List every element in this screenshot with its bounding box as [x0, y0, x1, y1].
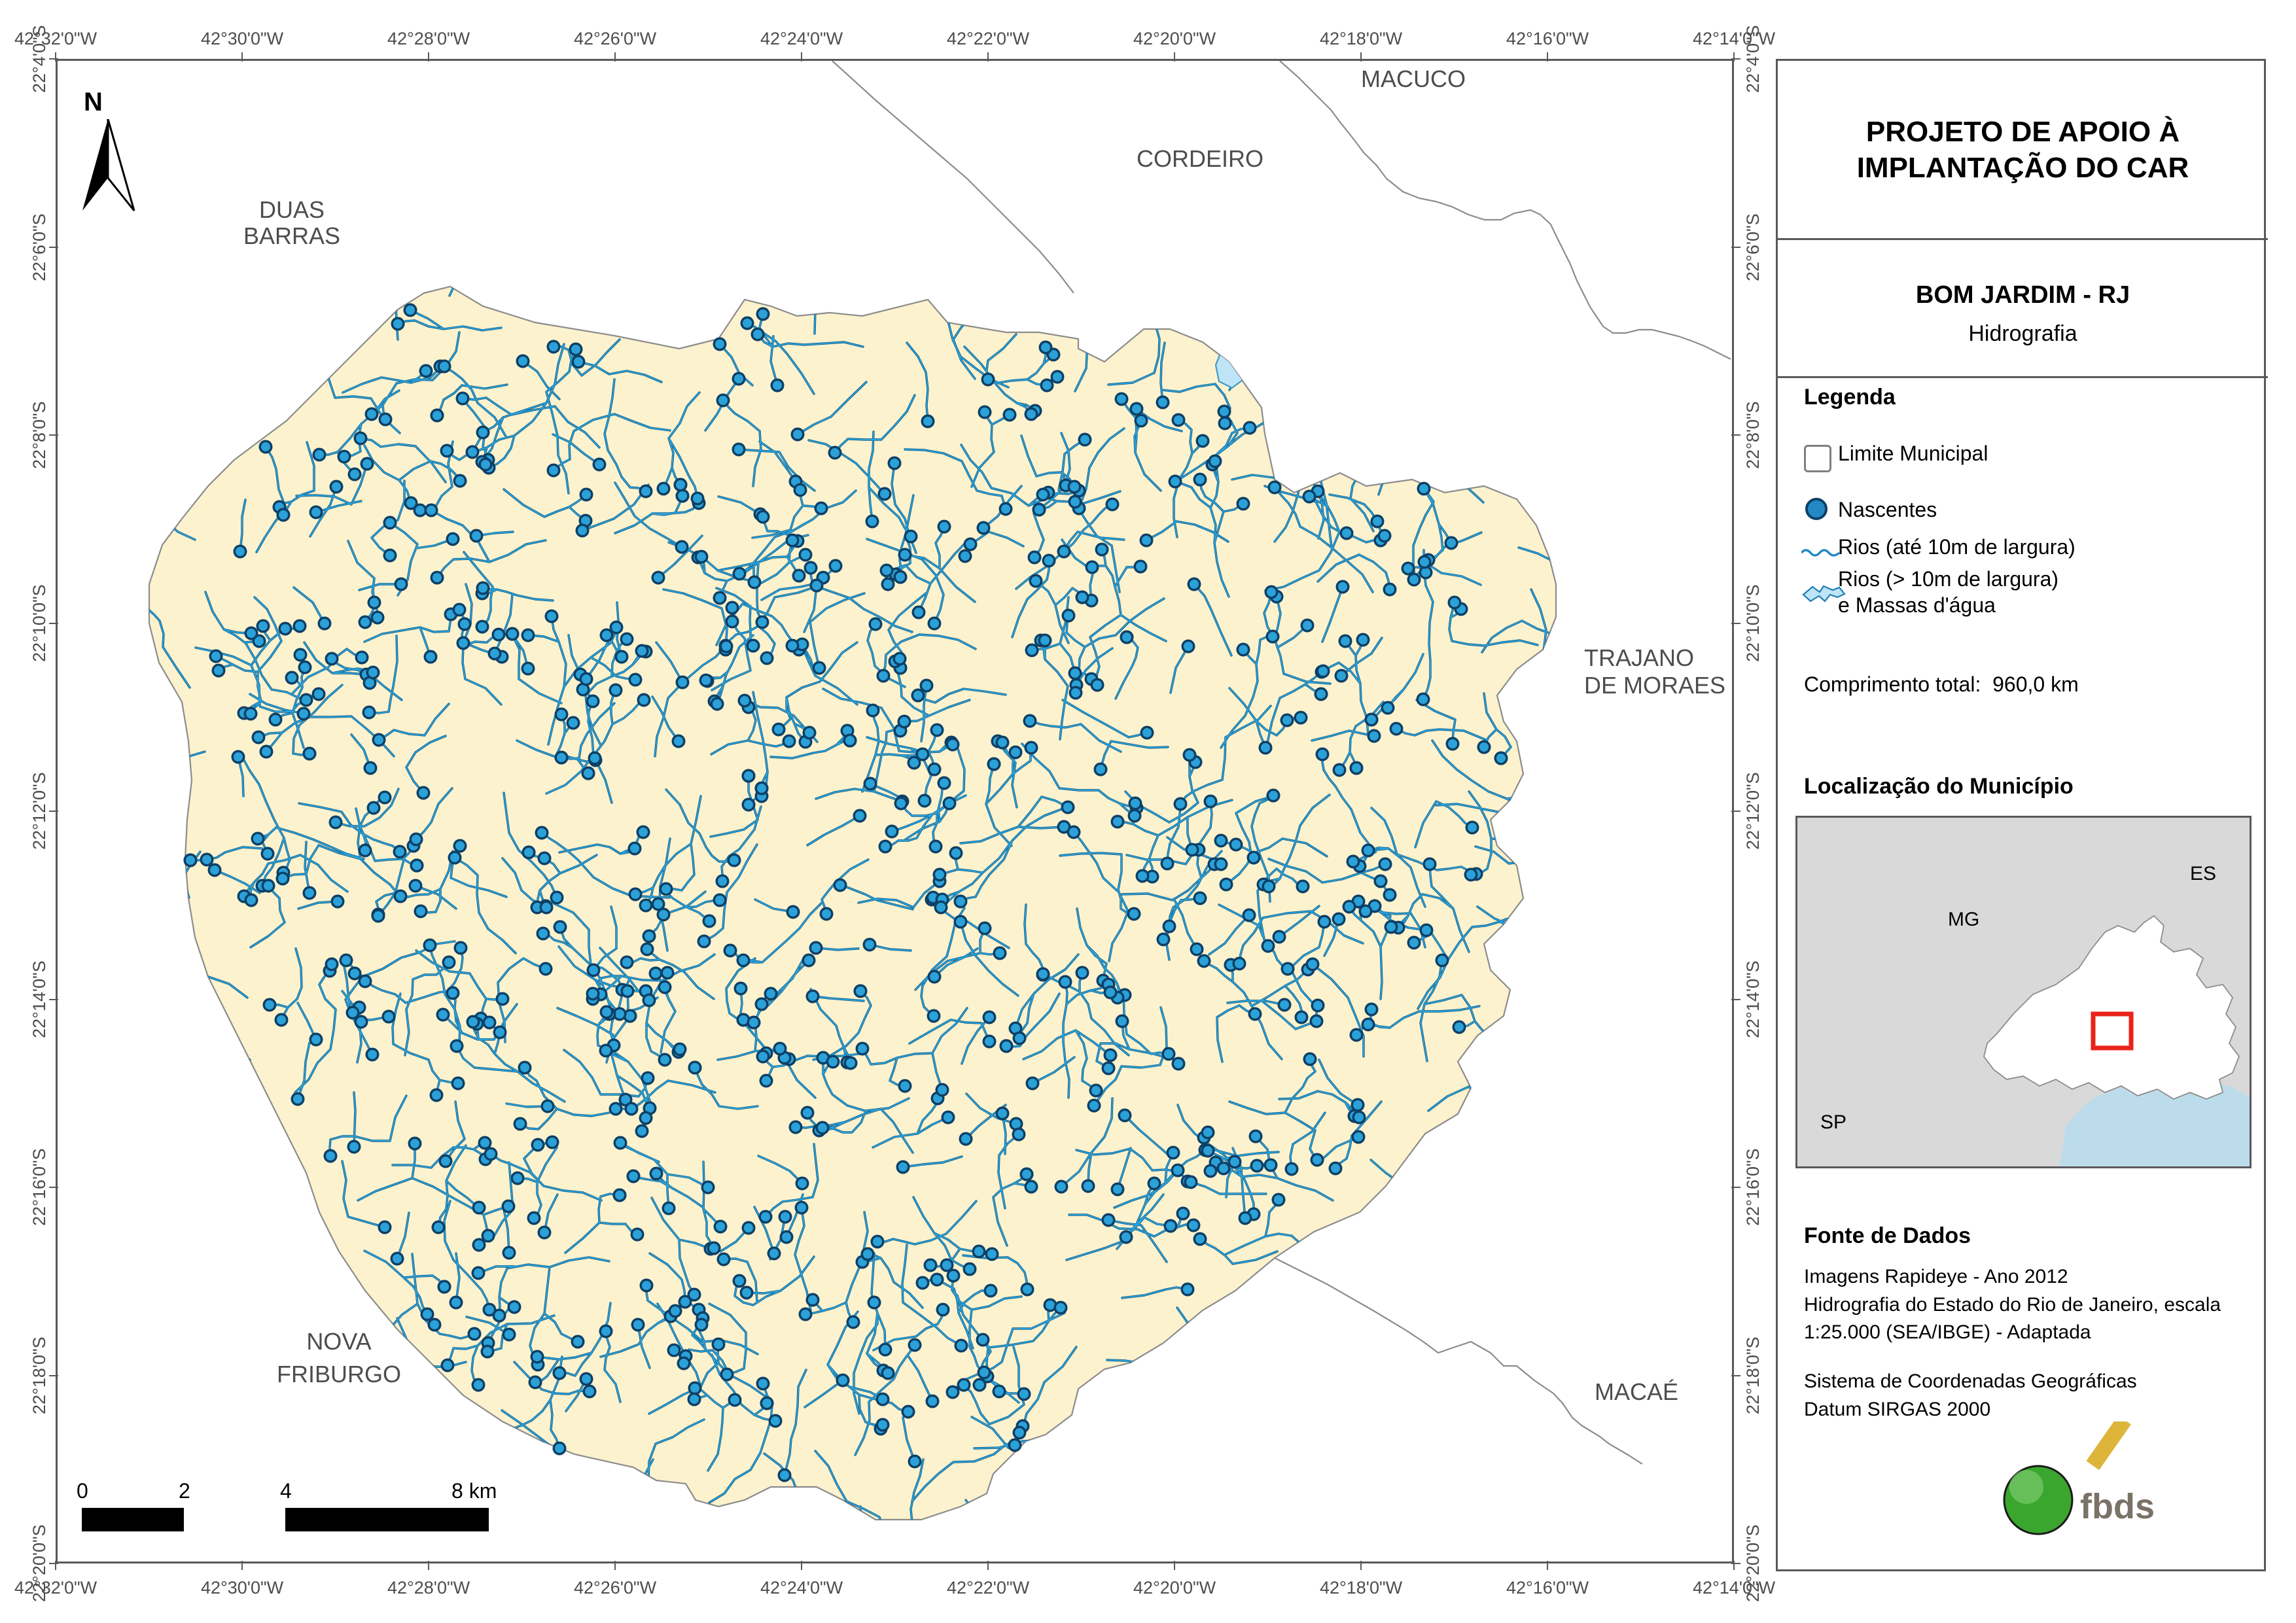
svg-text:NOVA: NOVA — [306, 1328, 371, 1355]
svg-text:TRAJANO: TRAJANO — [1584, 644, 1694, 671]
svg-text:DE MORAES: DE MORAES — [1584, 672, 1725, 699]
svg-text:MACAÉ: MACAÉ — [1595, 1378, 1678, 1405]
svg-text:SP: SP — [1820, 1111, 1846, 1133]
svg-text:FRIBURGO: FRIBURGO — [277, 1361, 401, 1387]
svg-text:MG: MG — [1948, 909, 1979, 930]
svg-text:BARRAS: BARRAS — [243, 222, 340, 249]
svg-text:CORDEIRO: CORDEIRO — [1137, 145, 1263, 172]
svg-text:fbds: fbds — [2080, 1487, 2155, 1526]
svg-text:DUAS: DUAS — [259, 196, 325, 223]
svg-text:ES: ES — [2190, 863, 2216, 884]
svg-text:MACUCO: MACUCO — [1361, 65, 1466, 92]
